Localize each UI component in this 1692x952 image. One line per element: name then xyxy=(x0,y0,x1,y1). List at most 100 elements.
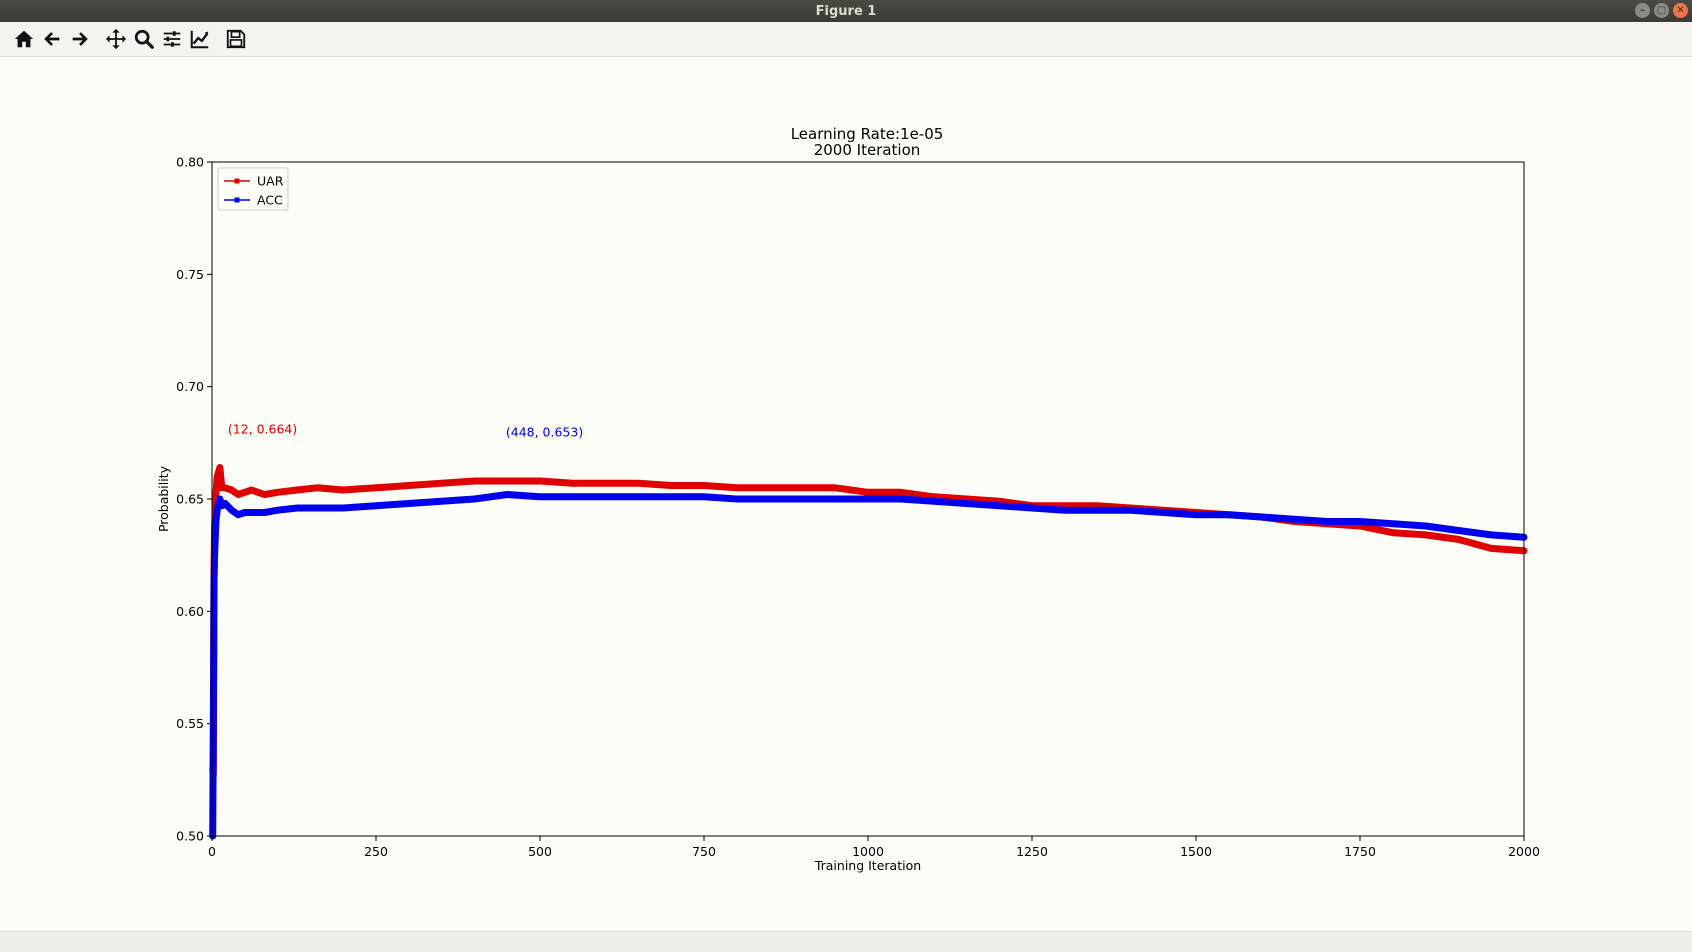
y-tick-label: 0.55 xyxy=(176,716,204,731)
zoom-icon xyxy=(134,29,154,49)
data-point-acc xyxy=(235,512,241,518)
data-point-acc xyxy=(242,509,248,515)
data-point-uar xyxy=(217,465,223,471)
x-tick-label: 1000 xyxy=(852,844,884,859)
pan-button[interactable] xyxy=(102,25,130,53)
data-point-acc xyxy=(294,505,300,511)
legend-label-uar: UAR xyxy=(257,174,284,189)
configure-subplots-button[interactable] xyxy=(158,25,186,53)
x-tick-label: 250 xyxy=(364,844,388,859)
data-point-acc xyxy=(1455,527,1461,533)
data-point-acc xyxy=(1390,521,1396,527)
data-point-uar xyxy=(1488,545,1494,551)
annotation-label: (448, 0.653) xyxy=(506,424,583,439)
back-button[interactable] xyxy=(38,25,66,53)
data-point-acc xyxy=(275,507,281,513)
x-tick-label: 2000 xyxy=(1508,844,1540,859)
y-axis: 0.50 0.55 0.60 0.65 0.70 0.75 0.80 xyxy=(176,155,212,844)
data-point-acc xyxy=(570,494,576,500)
data-point-acc xyxy=(603,494,609,500)
data-point-acc xyxy=(832,496,838,502)
pan-icon xyxy=(105,28,127,50)
data-point-uar xyxy=(537,478,543,484)
data-point-uar xyxy=(734,485,740,491)
data-point-acc xyxy=(504,492,510,498)
save-icon xyxy=(226,29,246,49)
data-point-acc xyxy=(1488,532,1494,538)
data-point-acc xyxy=(210,725,216,731)
data-point-uar xyxy=(1095,503,1101,509)
data-point-uar xyxy=(865,489,871,495)
zoom-button[interactable] xyxy=(130,25,158,53)
data-point-uar xyxy=(668,483,674,489)
back-arrow-icon xyxy=(44,32,60,46)
data-point-acc xyxy=(1160,509,1166,515)
x-tick-label: 1500 xyxy=(1180,844,1212,859)
data-point-acc xyxy=(1324,518,1330,524)
data-point-uar xyxy=(216,469,222,475)
data-point-uar xyxy=(1357,523,1363,529)
data-point-acc xyxy=(211,579,217,585)
data-point-acc xyxy=(963,500,969,506)
x-tick-label: 1750 xyxy=(1344,844,1376,859)
x-axis-label: Training Iteration xyxy=(814,858,921,873)
data-point-acc xyxy=(1193,512,1199,518)
window-title: Figure 1 xyxy=(815,3,877,19)
data-point-acc xyxy=(1259,514,1265,520)
data-point-uar xyxy=(570,480,576,486)
data-point-acc xyxy=(212,534,218,540)
data-point-uar xyxy=(373,485,379,491)
data-point-acc xyxy=(799,496,805,502)
data-point-uar xyxy=(635,480,641,486)
data-point-acc xyxy=(216,500,222,506)
data-point-uar xyxy=(1062,503,1068,509)
figure-toolbar xyxy=(0,22,1692,57)
data-point-acc xyxy=(1095,507,1101,513)
data-point-uar xyxy=(229,487,235,493)
data-point-uar xyxy=(832,485,838,491)
data-point-acc xyxy=(537,494,543,500)
data-point-uar xyxy=(261,492,267,498)
figure-canvas[interactable]: Learning Rate:1e-05 2000 Iteration 0 250 5… xyxy=(0,56,1692,931)
data-point-acc xyxy=(1423,523,1429,529)
data-point-uar xyxy=(340,487,346,493)
data-point-uar xyxy=(275,489,281,495)
data-point-uar xyxy=(701,483,707,489)
data-point-acc xyxy=(1029,505,1035,511)
data-point-acc xyxy=(212,552,218,558)
legend-marker-uar xyxy=(234,178,240,184)
data-point-uar xyxy=(504,478,510,484)
forward-button[interactable] xyxy=(66,25,94,53)
data-point-acc xyxy=(1127,507,1133,513)
edit-axes-button[interactable] xyxy=(186,25,214,53)
minimize-button[interactable]: – xyxy=(1635,3,1650,18)
data-point-uar xyxy=(1455,536,1461,542)
data-point-uar xyxy=(898,489,904,495)
data-point-acc xyxy=(734,496,740,502)
data-point-uar xyxy=(931,494,937,500)
maximize-button[interactable]: ▢ xyxy=(1654,3,1669,18)
data-point-acc xyxy=(248,509,254,515)
data-point-uar xyxy=(603,480,609,486)
data-point-uar xyxy=(996,498,1002,504)
data-point-uar xyxy=(235,492,241,498)
data-point-uar xyxy=(314,485,320,491)
data-point-uar xyxy=(213,492,219,498)
data-point-acc xyxy=(701,494,707,500)
y-tick-label: 0.65 xyxy=(176,492,204,507)
y-tick-label: 0.80 xyxy=(176,155,204,170)
close-button[interactable]: ✕ xyxy=(1673,3,1688,18)
data-point-uar xyxy=(439,480,445,486)
data-point-acc xyxy=(229,507,235,513)
data-point-uar xyxy=(767,485,773,491)
data-point-acc xyxy=(471,496,477,502)
data-point-acc xyxy=(213,518,219,524)
data-point-acc xyxy=(1226,512,1232,518)
x-tick-label: 750 xyxy=(692,844,716,859)
save-button[interactable] xyxy=(222,25,250,53)
data-point-acc xyxy=(222,500,228,506)
data-point-acc xyxy=(261,509,267,515)
annotations: (12, 0.664) (448, 0.653) xyxy=(228,422,583,440)
legend-marker-acc xyxy=(234,197,240,203)
home-button[interactable] xyxy=(10,25,38,53)
